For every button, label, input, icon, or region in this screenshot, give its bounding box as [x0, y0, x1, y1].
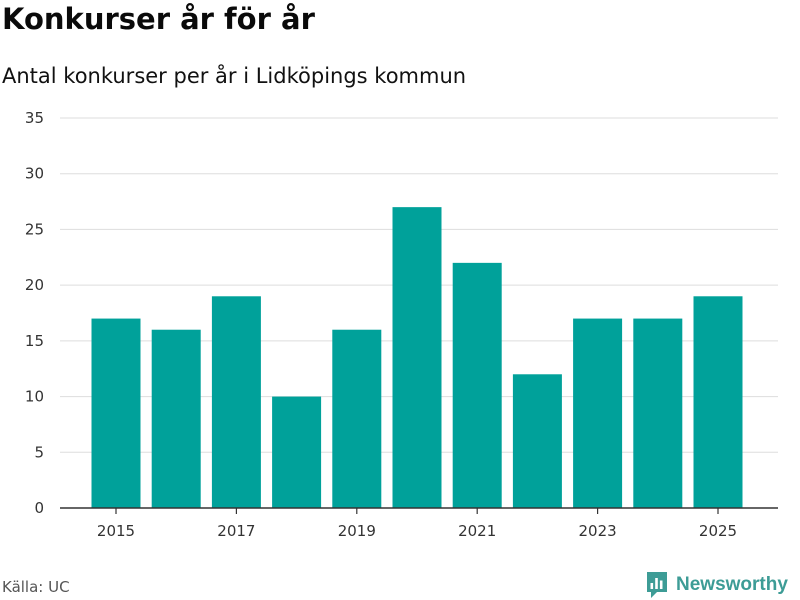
source-note: Källa: UC — [2, 578, 70, 596]
y-tick-label-0: 0 — [34, 499, 44, 517]
bar-2019 — [332, 329, 382, 508]
y-tick-label-15: 15 — [25, 332, 44, 350]
bars — [91, 207, 743, 508]
bar-2025 — [693, 296, 743, 508]
axes — [60, 507, 778, 514]
brand-logo: Newsworthy — [645, 570, 788, 600]
x-tick-label-2023: 2023 — [579, 522, 617, 540]
bar-2020 — [392, 207, 442, 508]
y-tick-label-5: 5 — [34, 443, 44, 461]
x-tick-label-2015: 2015 — [97, 522, 135, 540]
chart-title: Konkurser år för år — [2, 2, 315, 36]
chart-subtitle: Antal konkurser per år i Lidköpings komm… — [2, 64, 467, 88]
x-tick-label-2019: 2019 — [338, 522, 376, 540]
y-tick-label-20: 20 — [25, 276, 44, 294]
bar-2015 — [91, 318, 141, 508]
bar-2021 — [452, 262, 502, 508]
x-tick-label-2025: 2025 — [699, 522, 737, 540]
x-tick-label-2021: 2021 — [458, 522, 496, 540]
bar-2016 — [151, 329, 201, 508]
y-tick-label-10: 10 — [25, 388, 44, 406]
brand-name: Newsworthy — [676, 574, 788, 595]
bar-2022 — [512, 374, 562, 508]
x-tick-label-2017: 2017 — [217, 522, 255, 540]
bar-2023 — [573, 318, 623, 508]
bar-2018 — [272, 396, 322, 508]
newsworthy-logo-icon — [647, 572, 667, 598]
y-tick-label-30: 30 — [25, 165, 44, 183]
bar-2017 — [211, 296, 261, 508]
y-tick-label-25: 25 — [25, 220, 44, 238]
bar-2024 — [633, 318, 683, 508]
y-tick-label-35: 35 — [25, 109, 44, 127]
